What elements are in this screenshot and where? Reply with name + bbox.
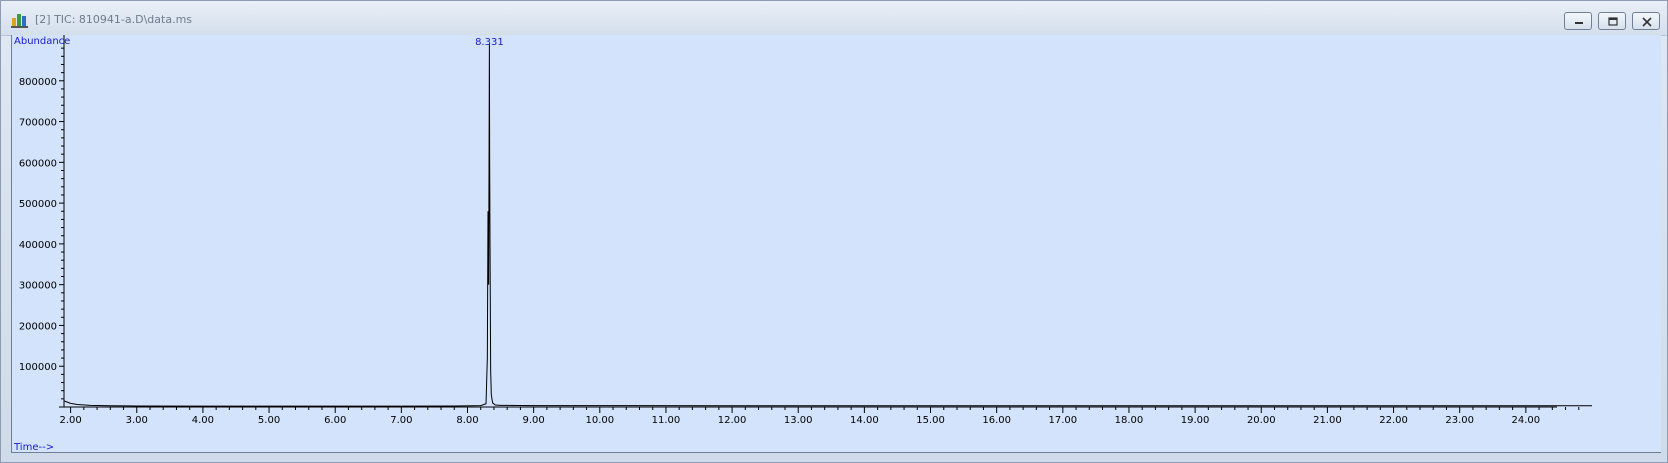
x-tick-label: 19.00 xyxy=(1181,415,1210,426)
x-tick-label: 6.00 xyxy=(324,415,346,426)
y-axis-label: Abundance xyxy=(14,36,70,47)
x-tick-label: 13.00 xyxy=(784,415,813,426)
x-tick-label: 8.00 xyxy=(456,415,478,426)
plot-area[interactable]: 100000 200000 300000 400000 500000 600000 7000… xyxy=(11,35,1661,453)
y-tick-label: 200000 xyxy=(19,321,57,332)
tic-trace-line xyxy=(63,44,1592,407)
x-tick-label: 11.00 xyxy=(652,415,681,426)
minimize-button[interactable] xyxy=(1564,12,1592,30)
x-tick-label: 24.00 xyxy=(1512,415,1541,426)
y-tick-label: 100000 xyxy=(19,362,57,373)
peak-label: 8.331 xyxy=(475,37,504,48)
x-tick-label: 2.00 xyxy=(59,415,81,426)
x-tick-label: 20.00 xyxy=(1247,415,1276,426)
y-tick-label: 800000 xyxy=(19,77,57,88)
close-button[interactable] xyxy=(1632,12,1660,30)
y-tick-label: 600000 xyxy=(19,158,57,169)
app-icon xyxy=(11,14,28,28)
x-tick-label: 10.00 xyxy=(585,415,614,426)
x-tick-label: 12.00 xyxy=(718,415,747,426)
restore-button[interactable] xyxy=(1598,12,1626,30)
x-tick-label: 21.00 xyxy=(1313,415,1342,426)
title-bar[interactable]: [2] TIC: 810941-a.D\data.ms xyxy=(1,1,1667,36)
x-axis-label: Time--> xyxy=(13,442,54,453)
x-tick-label: 16.00 xyxy=(982,415,1011,426)
y-tick-label: 400000 xyxy=(19,240,57,251)
minimize-icon xyxy=(1575,22,1583,24)
y-tick-label: 300000 xyxy=(19,281,57,292)
restore-icon xyxy=(1608,17,1618,26)
y-tick-label: 500000 xyxy=(19,199,57,210)
x-tick-label: 23.00 xyxy=(1445,415,1474,426)
chromatogram-chart[interactable]: 100000 200000 300000 400000 500000 600000 7000… xyxy=(12,35,1662,453)
window-title: [2] TIC: 810941-a.D\data.ms xyxy=(35,13,193,26)
x-tick-label: 22.00 xyxy=(1379,415,1408,426)
x-tick-label: 14.00 xyxy=(850,415,879,426)
x-tick-label: 7.00 xyxy=(390,415,412,426)
x-tick-label: 9.00 xyxy=(523,415,545,426)
x-tick-label: 18.00 xyxy=(1115,415,1144,426)
y-tick-label: 700000 xyxy=(19,118,57,129)
x-tick-label: 3.00 xyxy=(126,415,148,426)
x-tick-label: 4.00 xyxy=(192,415,214,426)
x-tick-label: 5.00 xyxy=(258,415,280,426)
x-tick-label: 15.00 xyxy=(916,415,945,426)
x-tick-label: 17.00 xyxy=(1049,415,1078,426)
close-icon xyxy=(1642,17,1652,27)
